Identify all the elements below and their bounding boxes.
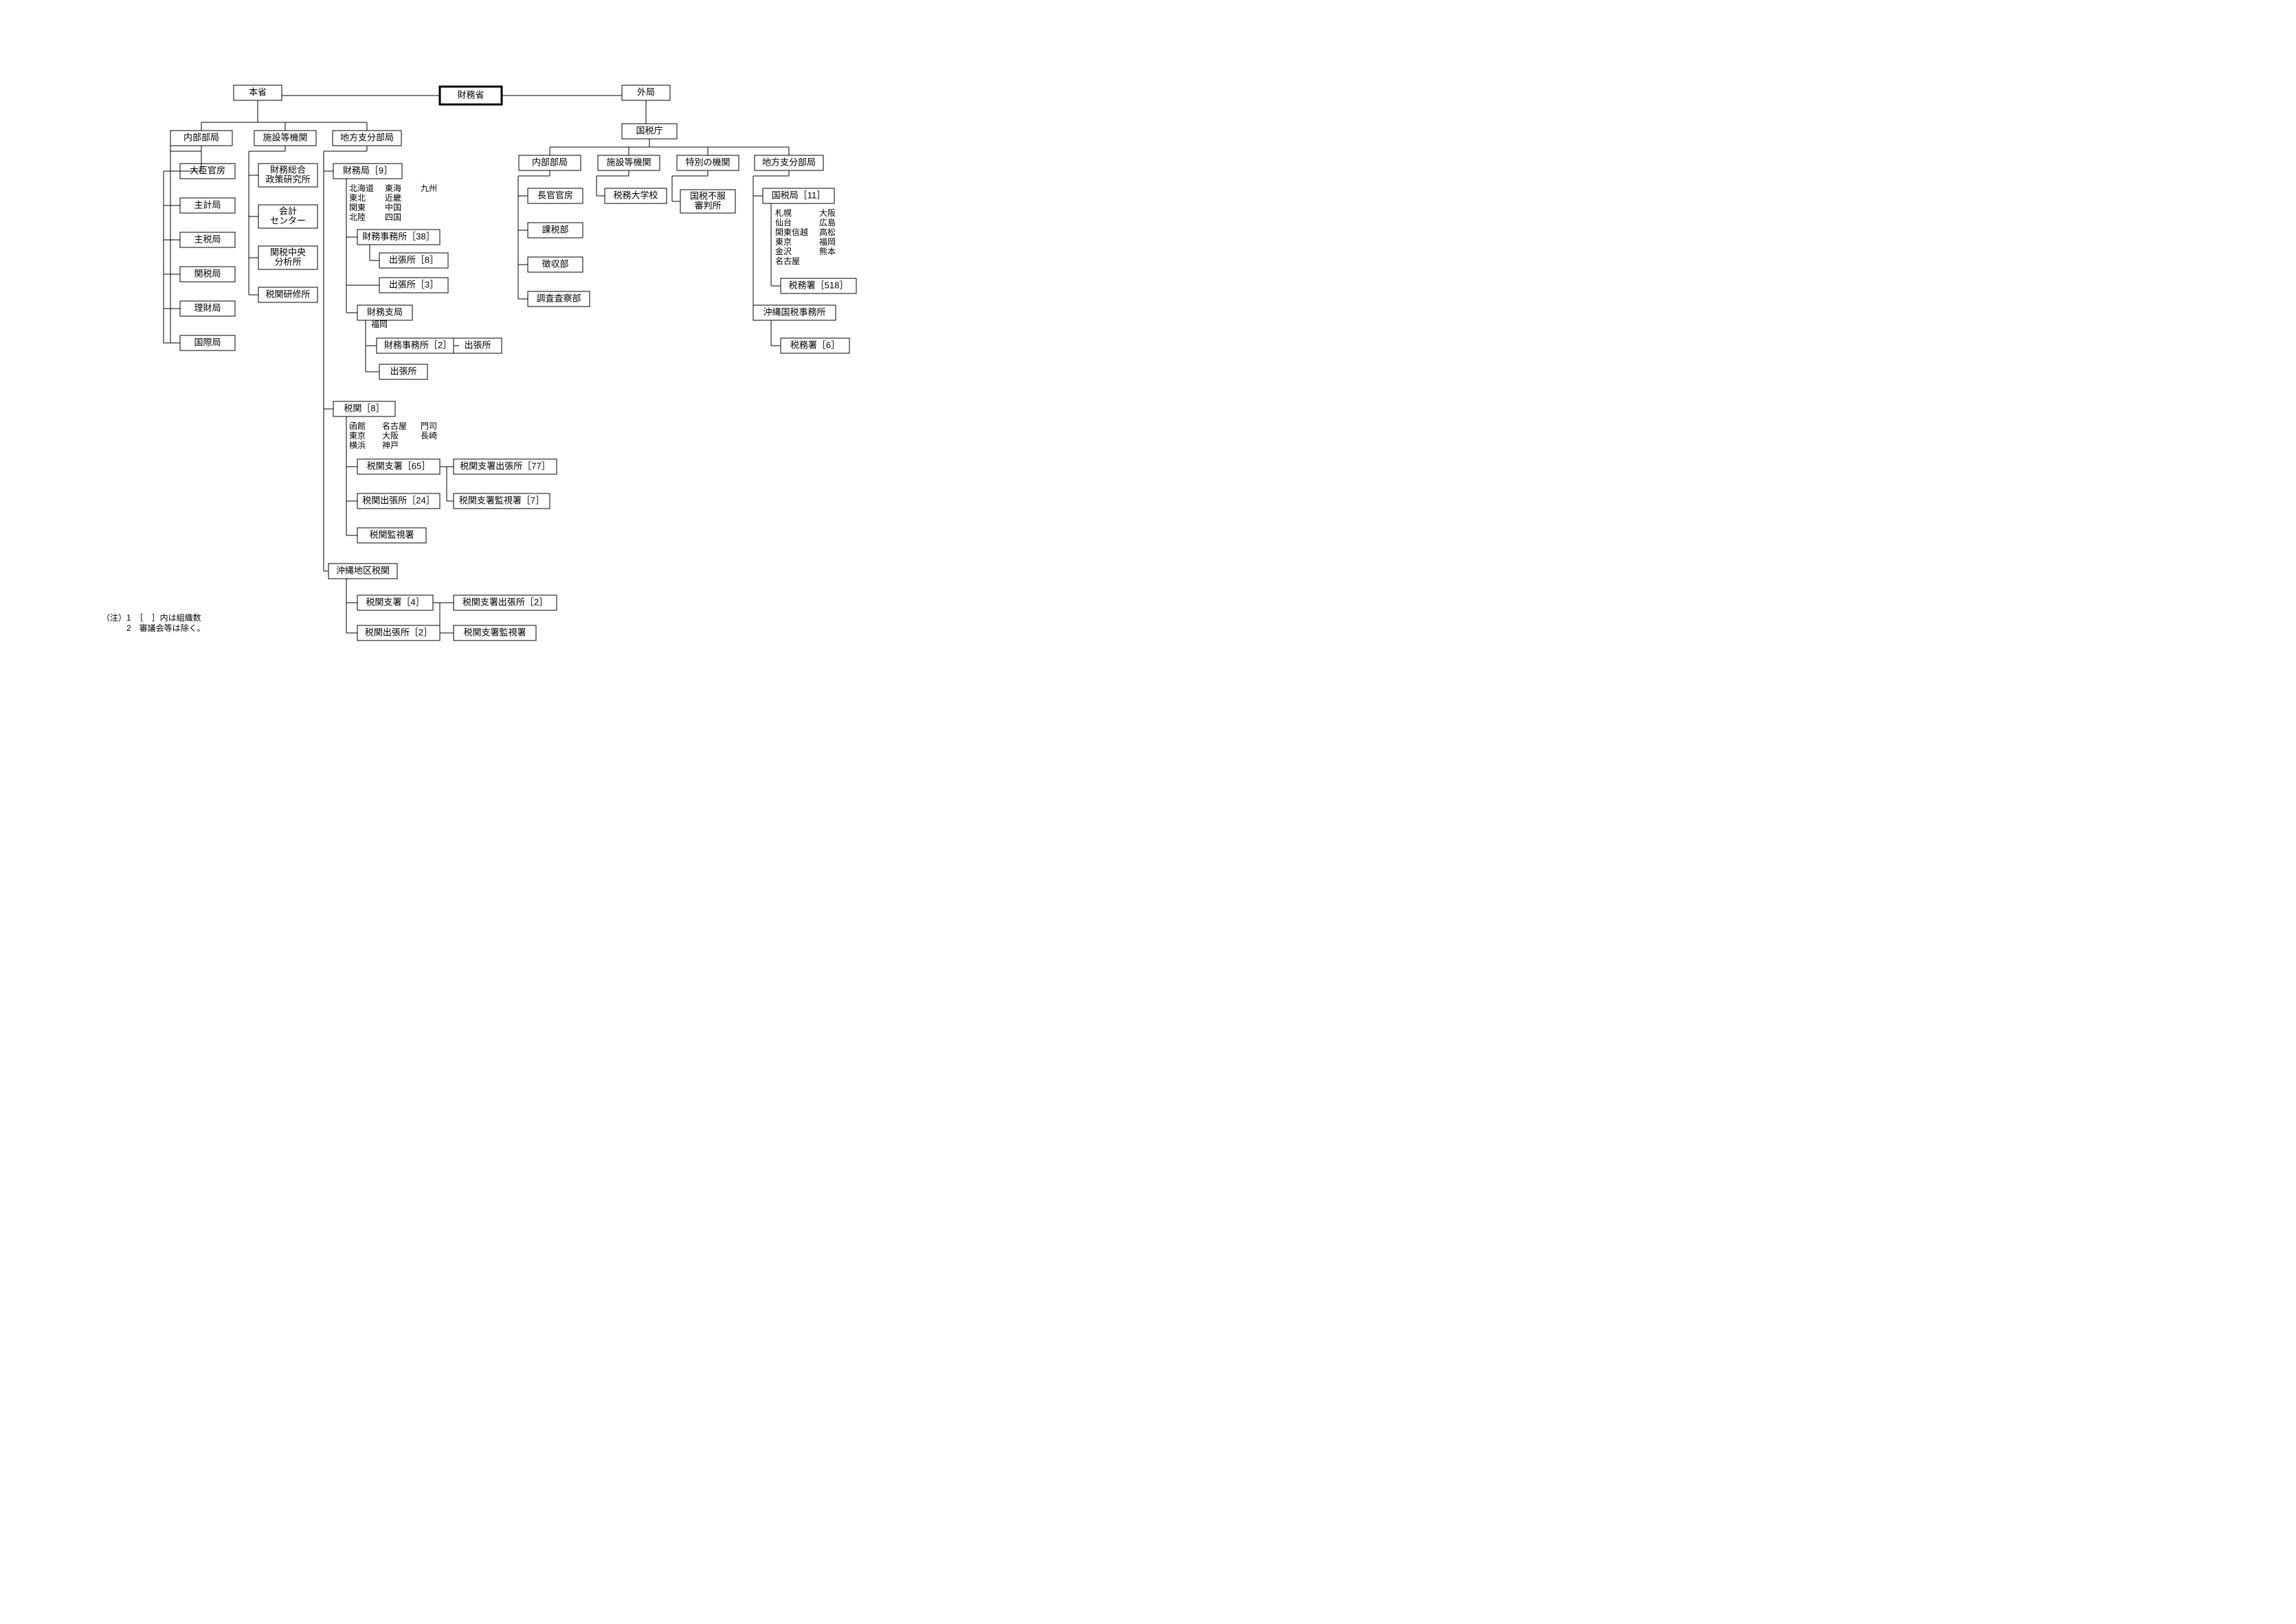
node-label-fufuku: 審判所 bbox=[694, 200, 721, 210]
region-zaimu: 近畿 bbox=[385, 193, 401, 203]
node-label-zeikanken: 税関研修所 bbox=[265, 289, 310, 299]
region-kokuzei: 高松 bbox=[819, 227, 836, 237]
node-label-chihou2: 地方支分部局 bbox=[762, 157, 816, 167]
region-zaimu: 関東 bbox=[349, 203, 366, 212]
node-label-fufuku: 国税不服 bbox=[690, 190, 726, 201]
region-kokuzei: 東京 bbox=[775, 237, 792, 247]
region-kokuzei: 大阪 bbox=[819, 208, 836, 218]
region-kokuzei: 熊本 bbox=[819, 246, 836, 256]
node-label-shisetsu2: 施設等機関 bbox=[606, 157, 651, 167]
node-label-zeimusho6: 税務署［6］ bbox=[790, 340, 840, 350]
node-label-honsho: 本省 bbox=[249, 87, 267, 97]
region-zaimu: 東海 bbox=[385, 183, 401, 193]
node-label-rizai: 理財局 bbox=[194, 302, 221, 313]
node-label-kaikei: 会計 bbox=[279, 205, 297, 216]
node-label-zaisouken: 財務総合 bbox=[270, 164, 306, 175]
region-kokuzei: 福岡 bbox=[819, 236, 836, 247]
region-zeikan: 函館 bbox=[349, 421, 366, 431]
node-label-zaimujimu2: 財務事務所［2］ bbox=[384, 340, 452, 350]
node-label-zeidaigaku: 税務大学校 bbox=[613, 190, 658, 200]
node-label-naibu: 内部部局 bbox=[183, 132, 219, 142]
region-kokuzei: 関東信越 bbox=[775, 227, 808, 237]
node-label-kanchuu: 分析所 bbox=[274, 256, 301, 267]
region-zeikan: 門司 bbox=[421, 421, 437, 431]
node-label-zaimujimu: 財務事務所［38］ bbox=[362, 231, 434, 241]
region-kokuzei: 金沢 bbox=[775, 246, 792, 256]
node-label-mof: 財務省 bbox=[457, 89, 484, 100]
region-zaimu: 中国 bbox=[385, 202, 401, 212]
node-label-chousa: 調査査察部 bbox=[536, 293, 581, 303]
node-label-zkshishokan7: 税関支署監視署［7］ bbox=[459, 495, 544, 505]
node-label-shucho: 出張所 bbox=[464, 340, 491, 350]
node-label-kanzei: 関税局 bbox=[194, 268, 221, 278]
region-zaimu: 北陸 bbox=[349, 212, 366, 222]
node-label-zkshisho65: 税関支署［65］ bbox=[367, 460, 430, 471]
region-zeikan: 大阪 bbox=[382, 431, 399, 441]
region-zeikan: 東京 bbox=[349, 431, 366, 441]
node-label-kokuzeicho: 国税庁 bbox=[636, 125, 662, 135]
node-label-tokubetsu: 特別の機関 bbox=[685, 157, 730, 167]
node-label-zeikan: 税関［8］ bbox=[344, 403, 384, 413]
region-kokuzei: 仙台 bbox=[775, 217, 792, 227]
node-label-shisetsu: 施設等機関 bbox=[263, 132, 307, 142]
footnote: 2 審議会等は除く。 bbox=[102, 623, 205, 633]
node-label-shuchoKyoku: 出張所 bbox=[390, 366, 416, 376]
node-label-okishishoshu2: 税関支署出張所［2］ bbox=[462, 597, 548, 607]
region-zeikan: 名古屋 bbox=[382, 421, 407, 431]
node-label-kokuzeikyoku: 国税局［11］ bbox=[772, 190, 826, 200]
node-label-chihou: 地方支分部局 bbox=[340, 132, 394, 142]
node-label-daijin: 大臣官房 bbox=[190, 165, 225, 175]
node-label-kazei: 課税部 bbox=[542, 224, 568, 234]
node-label-shuzei: 主税局 bbox=[194, 234, 221, 244]
node-label-zkshucho24: 税関出張所［24］ bbox=[362, 495, 434, 505]
region-zeikan: 神戸 bbox=[382, 441, 399, 450]
node-label-kaikei: センター bbox=[270, 215, 306, 225]
node-label-kokusai: 国際局 bbox=[194, 337, 221, 347]
node-label-shukei: 主計局 bbox=[194, 199, 221, 210]
region-zaimu: 北海道 bbox=[349, 183, 374, 193]
region-kokuzei: 広島 bbox=[819, 217, 836, 227]
node-label-zeimusho518: 税務署［518］ bbox=[789, 280, 849, 290]
node-label-gaikyoku: 外局 bbox=[637, 87, 655, 97]
node-label-shucho8: 出張所［8］ bbox=[389, 254, 438, 265]
node-label-zaisouken: 政策研究所 bbox=[265, 174, 310, 184]
node-label-okishisho4: 税関支署［4］ bbox=[366, 597, 424, 607]
node-label-shucho3: 出張所［3］ bbox=[389, 279, 438, 289]
region-zeikan: 横浜 bbox=[349, 441, 366, 450]
region-zeikan: 長崎 bbox=[421, 431, 437, 441]
region-zaimu: 東北 bbox=[349, 193, 366, 203]
region-fukuoka: 福岡 bbox=[371, 319, 388, 329]
node-label-okishucho2: 税関出張所［2］ bbox=[365, 627, 432, 637]
node-label-okishishokan: 税関支署監視署 bbox=[463, 627, 526, 637]
node-label-kanchuu: 関税中央 bbox=[270, 247, 306, 257]
region-zaimu: 九州 bbox=[421, 183, 437, 193]
node-label-chokan: 長官官房 bbox=[537, 190, 573, 200]
node-label-zkshishoshu77: 税関支署出張所［77］ bbox=[460, 460, 550, 471]
node-label-okikokuzei: 沖縄国税事務所 bbox=[763, 307, 825, 317]
node-label-zkkanshi: 税関監視署 bbox=[369, 529, 414, 540]
node-label-okizeikan: 沖縄地区税関 bbox=[336, 565, 390, 575]
region-zaimu: 四国 bbox=[385, 212, 401, 222]
node-label-zaimukyoku: 財務局［9］ bbox=[343, 165, 392, 175]
node-label-naibu2: 内部部局 bbox=[532, 157, 568, 167]
node-label-zaimushi: 財務支局 bbox=[367, 307, 403, 317]
org-chart: 財務省本省外局内部部局施設等機関地方支分部局大臣官房主計局主税局関税局理財局国際… bbox=[0, 0, 918, 649]
footnote: （注）1 ［ ］内は組織数 bbox=[102, 612, 201, 623]
region-kokuzei: 札幌 bbox=[775, 208, 792, 218]
node-label-choushuu: 徴収部 bbox=[542, 258, 568, 269]
region-kokuzei: 名古屋 bbox=[775, 256, 800, 266]
